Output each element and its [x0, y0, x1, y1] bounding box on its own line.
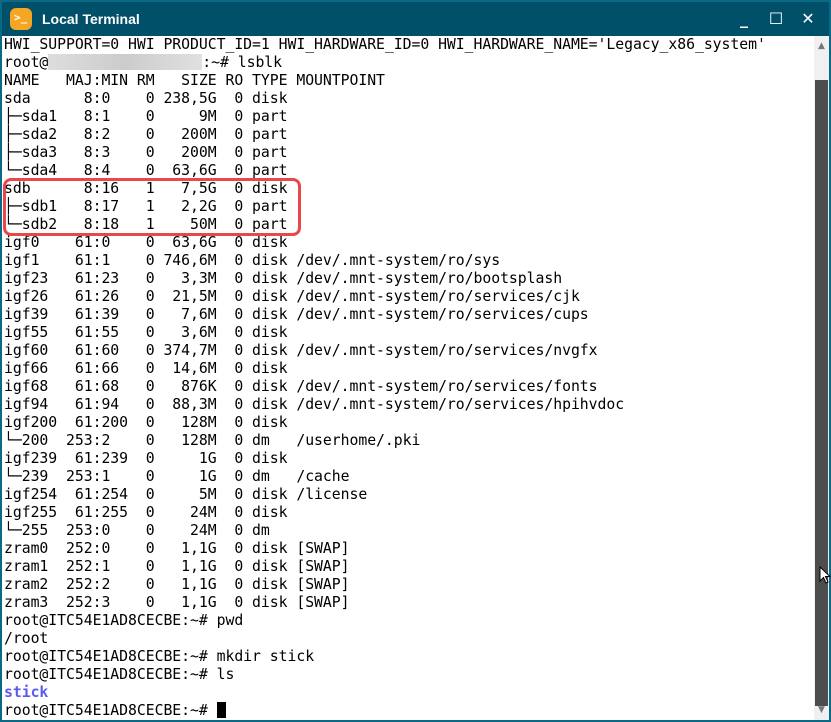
prompt-user: root@ — [4, 54, 49, 71]
mouse-pointer-icon — [819, 566, 831, 584]
scrollbar[interactable]: ▲ ▼ — [814, 36, 829, 720]
terminal-line: zram3 252:3 0 1,1G 0 disk [SWAP] — [4, 594, 350, 611]
terminal-icon: >_ — [10, 8, 32, 30]
terminal-line: igf66 61:66 0 14,6M 0 disk — [4, 360, 288, 377]
prompt: root@ITC54E1AD8CECBE:~# — [4, 702, 217, 719]
close-button[interactable]: ✕ — [801, 9, 815, 28]
scroll-down-icon[interactable]: ▼ — [818, 705, 825, 715]
terminal-line: └─239 253:1 0 1G 0 dm /cache — [4, 468, 350, 485]
terminal-line-current-prompt[interactable]: root@ITC54E1AD8CECBE:~# — [4, 702, 814, 720]
terminal-output[interactable]: HWI_SUPPORT=0 HWI PRODUCT_ID=1 HWI_HARDW… — [4, 36, 814, 720]
terminal-line: igf68 61:68 0 876K 0 disk /dev/.mnt-syst… — [4, 378, 598, 395]
terminal-line: igf39 61:39 0 7,6M 0 disk /dev/.mnt-syst… — [4, 306, 589, 323]
ls-output-directory: stick — [4, 684, 49, 701]
terminal-line: NAME MAJ:MIN RM SIZE RO TYPE MOUNTPOINT — [4, 72, 385, 89]
terminal-line: └─200 253:2 0 128M 0 dm /userhome/.pki — [4, 432, 421, 449]
terminal-line: igf26 61:26 0 21,5M 0 disk /dev/.mnt-sys… — [4, 288, 580, 305]
terminal-line: ├─sda2 8:2 0 200M 0 part — [4, 126, 288, 143]
terminal-line: sda 8:0 0 238,5G 0 disk — [4, 90, 288, 107]
terminal-line: igf1 61:1 0 746,6M 0 disk /dev/.mnt-syst… — [4, 252, 501, 269]
scroll-up-icon[interactable]: ▲ — [818, 41, 825, 51]
terminal-line: igf55 61:55 0 3,6M 0 disk — [4, 324, 288, 341]
terminal-line: ├─sda1 8:1 0 9M 0 part — [4, 108, 288, 125]
sdb-highlight-box — [3, 178, 301, 236]
terminal-line: igf60 61:60 0 374,7M 0 disk /dev/.mnt-sy… — [4, 342, 598, 359]
terminal-line: root@ITC54E1AD8CECBE:~# ls — [4, 666, 235, 683]
terminal-line-prompt: root@ :~# lsblk — [4, 54, 814, 72]
terminal-line: └─sdb2 8:18 1 50M 0 part — [4, 216, 288, 233]
terminal-line: igf239 61:239 0 1G 0 disk — [4, 450, 288, 467]
terminal-line: ├─sda3 8:3 0 200M 0 part — [4, 144, 288, 161]
minimize-button[interactable]: _ — [740, 9, 748, 28]
terminal-line: └─255 253:0 0 24M 0 dm — [4, 522, 270, 539]
title-bar[interactable]: >_ Local Terminal _ ☐ ✕ — [2, 2, 829, 36]
terminal-line: root@ITC54E1AD8CECBE:~# pwd — [4, 612, 244, 629]
terminal-line: zram0 252:0 0 1,1G 0 disk [SWAP] — [4, 540, 350, 557]
terminal-line: igf94 61:94 0 88,3M 0 disk /dev/.mnt-sys… — [4, 396, 625, 413]
terminal-line: igf254 61:254 0 5M 0 disk /license — [4, 486, 368, 503]
terminal-line: igf200 61:200 0 128M 0 disk — [4, 414, 288, 431]
terminal-line: igf255 61:255 0 24M 0 disk — [4, 504, 288, 521]
prompt-command: :~# lsblk — [202, 54, 283, 71]
terminal-line: ├─sdb1 8:17 1 2,2G 0 part — [4, 198, 288, 215]
maximize-button[interactable]: ☐ — [768, 9, 784, 28]
terminal-line: └─sda4 8:4 0 63,6G 0 part — [4, 162, 288, 179]
terminal-line: /root — [4, 630, 49, 647]
terminal-line: root@ITC54E1AD8CECBE:~# mkdir stick — [4, 648, 315, 665]
blurred-hostname — [48, 54, 203, 70]
text-cursor — [216, 702, 226, 718]
window-title: Local Terminal — [42, 11, 140, 27]
terminal-line: HWI_SUPPORT=0 HWI PRODUCT_ID=1 HWI_HARDW… — [4, 36, 766, 53]
terminal-line: zram2 252:2 0 1,1G 0 disk [SWAP] — [4, 576, 350, 593]
terminal-line: zram1 252:1 0 1,1G 0 disk [SWAP] — [4, 558, 350, 575]
terminal-line: sdb 8:16 1 7,5G 0 disk — [4, 180, 288, 197]
terminal-line: igf23 61:23 0 3,3M 0 disk /dev/.mnt-syst… — [4, 270, 563, 287]
terminal-line: igf0 61:0 0 63,6G 0 disk — [4, 234, 288, 251]
scrollbar-thumb[interactable] — [815, 80, 828, 706]
